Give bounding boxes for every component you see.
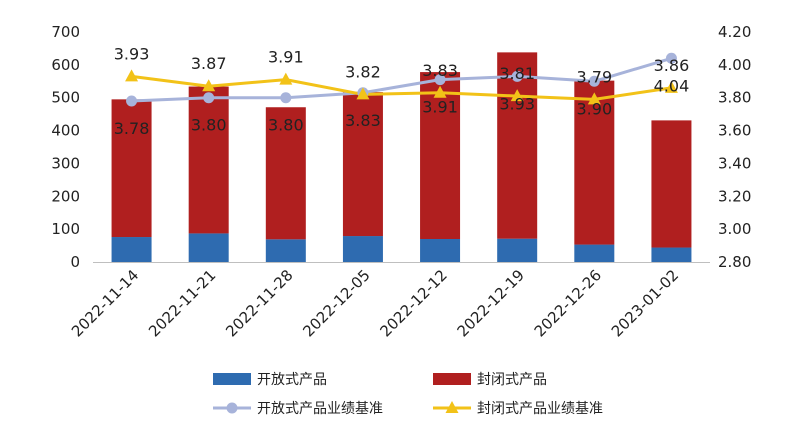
data-label-closed-benchmark: 3.86 <box>654 56 690 75</box>
x-axis-tick-label: 2022-11-28 <box>222 266 296 340</box>
point-open-benchmark <box>203 92 215 104</box>
point-open-benchmark <box>280 92 292 104</box>
left-axis-tick-label: 600 <box>51 56 80 74</box>
right-axis-tick-label: 3.60 <box>718 122 751 140</box>
legend-closed-product-label: 封闭式产品 <box>477 372 547 388</box>
right-axis-tick-label: 3.80 <box>718 89 751 107</box>
point-closed-benchmark <box>510 89 524 102</box>
data-label-closed-benchmark: 3.83 <box>422 61 458 80</box>
data-label-closed-benchmark: 3.82 <box>345 62 381 81</box>
left-axis-tick-label: 100 <box>51 220 80 238</box>
bar-closed-product <box>342 92 383 237</box>
legend-open-benchmark-label: 开放式产品业绩基准 <box>257 400 383 417</box>
legend-closed-benchmark-label: 封闭式产品业绩基准 <box>477 400 603 417</box>
data-label-open-benchmark: 3.93 <box>499 94 535 113</box>
data-label-closed-benchmark: 3.87 <box>191 54 227 73</box>
bar-open-product <box>342 236 383 262</box>
data-label-open-benchmark: 3.90 <box>577 99 613 118</box>
bar-closed-product <box>497 52 538 239</box>
legend-open-product-label: 开放式产品 <box>257 372 327 388</box>
data-label-open-benchmark: 3.83 <box>345 111 381 130</box>
point-closed-benchmark <box>279 72 293 85</box>
legend-closed-benchmark-marker <box>445 401 459 413</box>
point-closed-benchmark <box>433 85 447 98</box>
line-open-benchmark <box>131 56 672 103</box>
data-label-open-benchmark: 3.91 <box>422 98 458 117</box>
bar-closed-product <box>188 86 229 234</box>
bar-open-product <box>420 239 461 262</box>
left-axis-tick-label: 500 <box>51 89 80 107</box>
data-label-open-benchmark: 3.80 <box>268 116 304 135</box>
left-axis-tick-label: 300 <box>51 154 80 172</box>
data-label-closed-benchmark: 3.93 <box>114 44 150 63</box>
x-axis-tick-label: 2022-11-21 <box>145 266 219 340</box>
point-open-benchmark <box>511 70 523 82</box>
legend-closed-product-swatch <box>433 373 471 385</box>
x-axis-tick-label: 2022-12-05 <box>299 266 373 340</box>
bar-closed-product <box>574 80 615 245</box>
data-label-closed-benchmark: 3.81 <box>499 64 535 83</box>
point-open-benchmark <box>434 74 446 86</box>
left-axis-tick-label: 200 <box>51 187 80 205</box>
right-axis-tick-label: 3.20 <box>718 187 751 205</box>
point-closed-benchmark <box>356 87 370 100</box>
x-axis-tick-label: 2022-12-12 <box>377 266 451 340</box>
left-axis-tick-label: 700 <box>51 23 80 41</box>
bar-open-product <box>188 233 229 262</box>
bar-closed-product <box>111 99 152 238</box>
right-axis-tick-label: 3.00 <box>718 220 751 238</box>
bar-open-product <box>574 244 615 262</box>
bar-open-product <box>497 238 538 262</box>
point-open-benchmark <box>665 52 677 64</box>
x-axis-tick-label: 2022-12-19 <box>454 266 528 340</box>
bar-open-product <box>651 247 692 262</box>
left-axis-tick-label: 0 <box>70 253 80 271</box>
legend-open-product-swatch <box>213 373 251 385</box>
point-closed-benchmark <box>664 80 678 93</box>
x-axis-tick-label: 2022-12-26 <box>531 266 605 340</box>
left-axis-tick-label: 400 <box>51 122 80 140</box>
bar-open-product <box>265 239 306 262</box>
bar-closed-product <box>420 72 461 239</box>
data-label-open-benchmark: 3.80 <box>191 116 227 135</box>
bar-open-product <box>111 237 152 262</box>
point-closed-benchmark <box>587 92 601 105</box>
bar-closed-product <box>265 107 306 240</box>
point-closed-benchmark <box>202 79 216 92</box>
data-label-open-benchmark: 3.78 <box>114 119 150 138</box>
point-open-benchmark <box>126 95 138 107</box>
x-axis-tick-label: 2023-01-02 <box>608 266 682 340</box>
point-open-benchmark <box>588 75 600 87</box>
right-axis-tick-label: 4.20 <box>718 23 751 41</box>
data-label-open-benchmark: 4.04 <box>654 76 690 95</box>
legend-open-benchmark-marker <box>226 402 238 414</box>
x-axis-tick-label: 2022-11-14 <box>68 266 142 340</box>
right-axis-tick-label: 3.40 <box>718 154 751 172</box>
data-label-closed-benchmark: 3.91 <box>268 48 304 67</box>
bar-closed-product <box>651 120 692 248</box>
point-closed-benchmark <box>125 69 139 82</box>
line-closed-benchmark <box>131 74 672 101</box>
right-axis-tick-label: 2.80 <box>718 253 751 271</box>
data-label-closed-benchmark: 3.79 <box>577 67 613 86</box>
right-axis-tick-label: 4.00 <box>718 56 751 74</box>
